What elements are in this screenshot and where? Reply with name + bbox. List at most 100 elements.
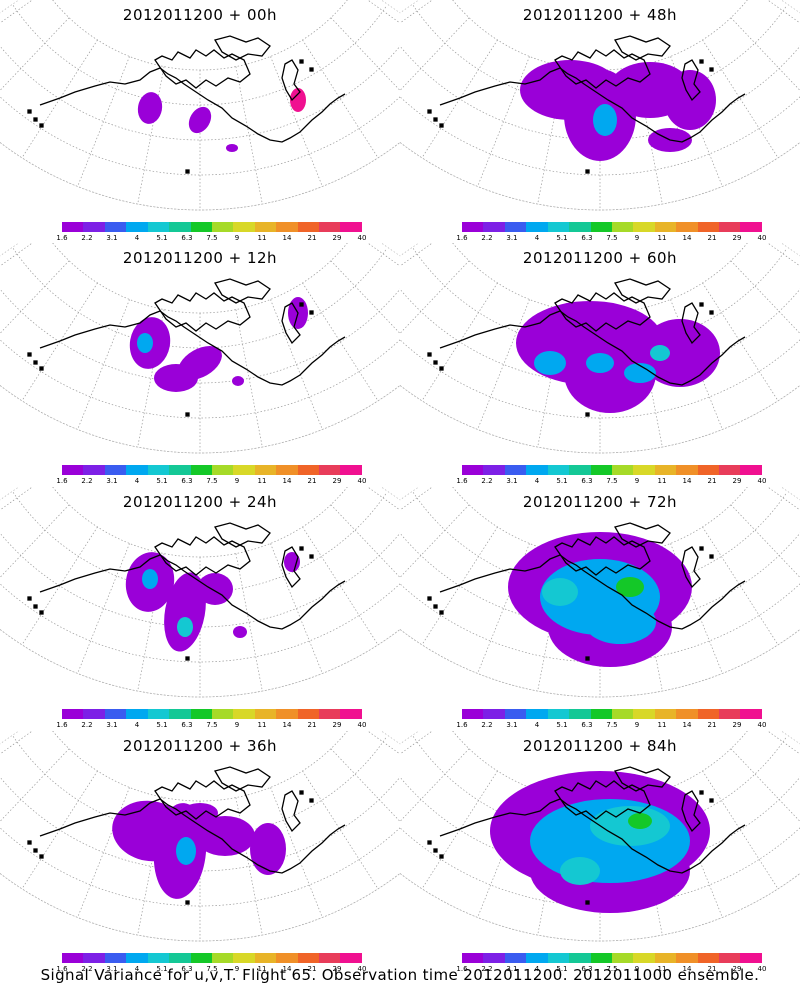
variance-shading (129, 297, 308, 392)
colorbar-tick-label: 1.6 (56, 721, 68, 729)
colorbar-swatch (126, 465, 148, 475)
variance-contour-region (560, 857, 600, 885)
forecast-map-panel: 2012011200 + 60h 1.6 2.2 3.1 4 5.1 6.3 7.5 9 11 14… (400, 243, 800, 488)
colorbar-tick-label: 40 (757, 234, 767, 242)
colorbar-swatch (104, 709, 127, 719)
colorbar-tick-label: 2.2 (81, 477, 93, 485)
colorbar-swatch (211, 465, 234, 475)
colorbar-tick-label: 9 (234, 477, 240, 485)
colorbar-swatch (169, 222, 191, 232)
colorbar-swatch (462, 222, 484, 232)
colorbar-tick-label: 7.5 (606, 721, 618, 729)
polar-projection-map (0, 731, 400, 942)
colorbar-swatch (319, 709, 341, 719)
colorbar (462, 953, 762, 963)
polar-projection-map (400, 487, 800, 698)
variance-contour-region (142, 569, 158, 589)
colorbar-swatch (569, 953, 591, 963)
colorbar-tick-label: 4 (534, 965, 540, 973)
variance-contour-region (137, 333, 153, 353)
colorbar-tick-label: 2.2 (81, 965, 93, 973)
variance-contour-region (590, 806, 670, 846)
variance-contour-region (624, 363, 656, 383)
colorbar-swatch (633, 709, 655, 719)
colorbar-swatch (462, 465, 484, 475)
colorbar-swatch (104, 465, 127, 475)
colorbar-tick-label: 6.3 (581, 965, 593, 973)
colorbar-swatch (233, 709, 255, 719)
colorbar-tick-label: 14 (682, 477, 692, 485)
colorbar-tick-label: 29 (332, 965, 342, 973)
colorbar-swatch (276, 709, 298, 719)
colorbar-swatch (62, 953, 84, 963)
colorbar-tick-label: 1.6 (56, 965, 68, 973)
variance-contour-region (664, 70, 716, 130)
colorbar-swatch (190, 709, 212, 719)
colorbar-tick-label: 40 (357, 234, 367, 242)
colorbar-tick-label: 7.5 (206, 234, 218, 242)
coastlines (27, 522, 346, 661)
colorbar-tick-label: 21 (707, 477, 717, 485)
colorbar-tick-label: 1.6 (456, 965, 468, 973)
colorbar-tick-label: 6.3 (181, 965, 193, 973)
colorbar-swatch (462, 709, 484, 719)
lat-lon-gridlines (0, 487, 400, 698)
forecast-map-panel: 2012011200 + 12h 1.6 2.2 3.1 4 5.1 6.3 7.5 9 11 14… (0, 243, 400, 488)
colorbar-tick-label: 29 (332, 477, 342, 485)
colorbar-swatch (547, 222, 570, 232)
colorbar-tick-label: 3.1 (106, 965, 118, 973)
colorbar-swatch (276, 222, 298, 232)
colorbar-tick-label: 7.5 (206, 721, 218, 729)
lat-lon-gridlines (0, 731, 400, 942)
variance-contour-region (177, 617, 193, 637)
colorbar-tick-label: 9 (234, 965, 240, 973)
colorbar-swatch (676, 465, 698, 475)
polar-projection-map (0, 487, 400, 698)
colorbar-swatch (697, 465, 720, 475)
colorbar-swatch (319, 953, 341, 963)
variance-shading (520, 60, 716, 161)
polar-projection-map (0, 0, 400, 211)
colorbar-tick-label: 7.5 (606, 477, 618, 485)
forecast-map-panel: 2012011200 + 36h 1.6 2.2 3.1 4 5.1 6.3 7.5 9 11 14… (0, 731, 400, 976)
colorbar-tick-label: 9 (234, 234, 240, 242)
colorbar (62, 953, 362, 963)
colorbar-swatch (569, 222, 591, 232)
coastlines (427, 766, 746, 905)
colorbar-tick-label: 21 (707, 234, 717, 242)
coastlines (427, 522, 746, 661)
colorbar-tick-label: 40 (357, 721, 367, 729)
colorbar-tick-label: 21 (707, 721, 717, 729)
colorbar-tick-label: 21 (307, 965, 317, 973)
colorbar-swatch (211, 953, 234, 963)
colorbar-swatch (526, 709, 548, 719)
colorbar-tick-label: 5.1 (156, 721, 168, 729)
colorbar-tick-label: 14 (682, 721, 692, 729)
colorbar-tick-label: 6.3 (581, 477, 593, 485)
colorbar-swatch (611, 953, 634, 963)
colorbar-tick-label: 9 (634, 477, 640, 485)
panel-title: 2012011200 + 60h (522, 249, 678, 267)
colorbar-tick-label: 9 (634, 721, 640, 729)
colorbar-swatch (590, 709, 612, 719)
panel-title: 2012011200 + 48h (522, 6, 678, 24)
forecast-map-panel: 2012011200 + 00h 1.6 2.2 3.1 4 5.1 6.3 7.5 9 11 14… (0, 0, 400, 245)
colorbar-swatch (697, 953, 720, 963)
colorbar-swatch (126, 222, 148, 232)
colorbar-tick-label: 4 (134, 965, 140, 973)
colorbar-tick-label: 3.1 (506, 477, 518, 485)
coastlines (27, 766, 346, 905)
colorbar-tick-label: 11 (657, 721, 667, 729)
colorbar-tick-label: 5.1 (556, 965, 568, 973)
colorbar-swatch (483, 709, 505, 719)
colorbar-swatch (169, 709, 191, 719)
variance-shading (137, 88, 306, 152)
variance-contour-region (232, 376, 244, 386)
colorbar-swatch (590, 465, 612, 475)
colorbar-tick-label: 5.1 (556, 721, 568, 729)
colorbar-tick-label: 40 (757, 477, 767, 485)
colorbar-swatch (547, 953, 570, 963)
colorbar-swatch (719, 709, 741, 719)
colorbar-tick-label: 9 (634, 234, 640, 242)
colorbar-tick-label: 1.6 (456, 234, 468, 242)
